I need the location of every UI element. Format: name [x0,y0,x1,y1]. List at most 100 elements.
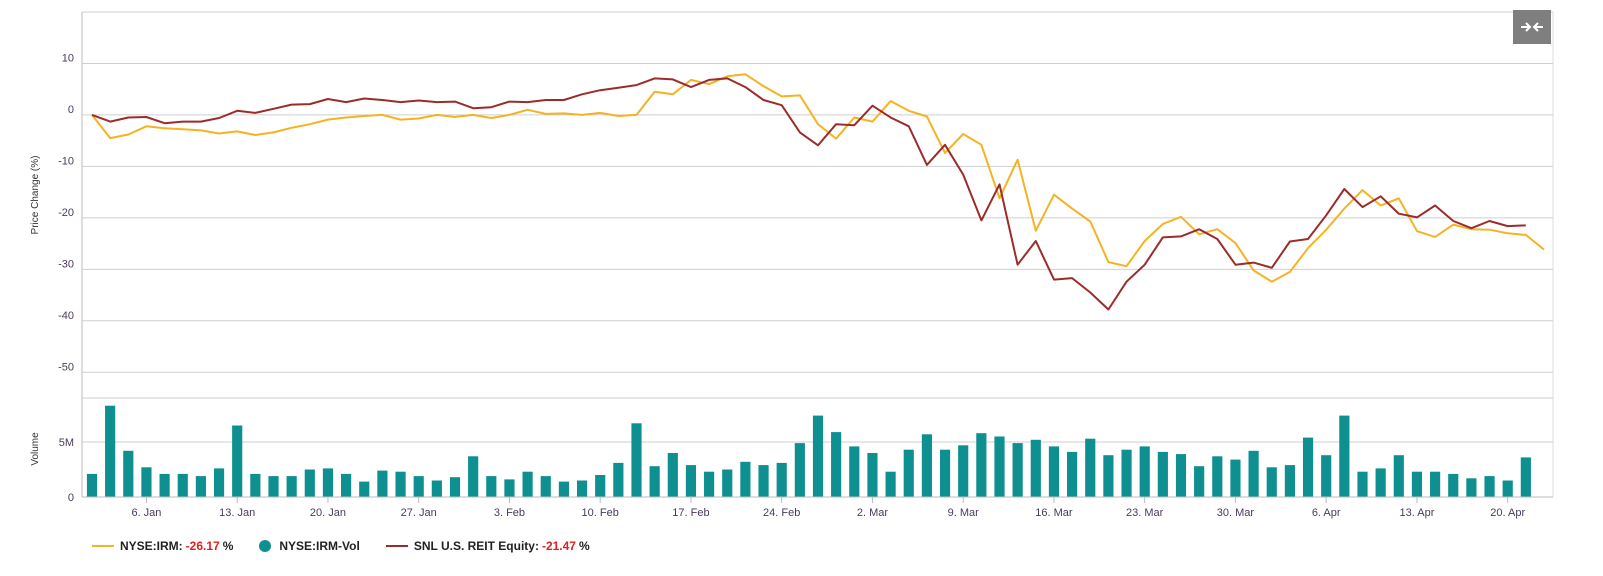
volume-bar [413,476,424,497]
x-tick-label: 6. Apr [1312,507,1341,519]
volume-bar [613,462,624,497]
volume-bar [994,436,1005,497]
legend-irm-swatch [92,545,114,547]
volume-bar [504,479,515,497]
volume-bar [939,449,951,497]
legend-irm-value: -26.17 [185,539,220,553]
volume-bar [141,467,152,497]
x-tick-label: 24. Feb [763,507,800,519]
volume-bars [86,405,1531,497]
volume-bar [1466,478,1477,497]
volume-bar [1302,437,1314,497]
volume-bar [1103,455,1114,497]
volume-bar [177,473,188,497]
volume-bar [304,469,315,497]
volume-bar [1284,465,1295,497]
x-tick-label: 30. Mar [1217,507,1255,519]
series-line-reit [91,77,1526,311]
volume-bar [740,461,751,497]
legend-reit-value: -21.47 [541,539,576,553]
volume-bar [431,480,442,497]
volume-bar [486,476,497,497]
volume-bar [849,446,860,497]
volume-bar [1121,449,1132,497]
x-tick-label: 27. Jan [401,507,437,519]
x-tick-label: 20. Apr [1490,507,1525,519]
volume-bar [1175,454,1187,497]
price-tick-label: -20 [58,207,74,219]
collapse-button[interactable] [1513,10,1551,44]
volume-bar [1357,471,1368,497]
volume-bar [1157,451,1168,497]
volume-bar [232,425,243,497]
volume-bar [105,405,116,497]
price-tick-label: 0 [68,104,74,116]
volume-bar [1212,456,1223,497]
volume-bar [1048,446,1060,497]
volume-bar [1266,467,1277,497]
volume-bar [758,465,769,497]
volume-bar [722,469,733,497]
legend-volume-label: NYSE:IRM-Vol [279,539,360,553]
x-tick-label: 2. Mar [857,507,889,519]
volume-bar [1339,415,1350,497]
volume-bar [1194,466,1205,497]
collapse-arrows-icon [1521,22,1543,32]
price-tick-label: 10 [62,52,74,64]
volume-bar [885,471,896,497]
volume-bar [1067,451,1078,497]
volume-bar [1030,439,1041,497]
x-tick-label: 6. Jan [131,507,161,519]
volume-bar [958,445,969,497]
axis-ticks: 10 0 -10 -20 -30 -40 -50 5M 0 6. Jan 13. Jan 20. Ja… [58,52,1553,519]
volume-bar [1321,455,1332,497]
volume-tick-label: 5M [59,437,74,449]
legend-reit-unit: % [578,539,590,553]
volume-bar [213,468,225,497]
legend-item-irm[interactable]: NYSE:IRM: -26.17 % [92,539,233,553]
x-tick-label: 10. Feb [582,507,619,519]
volume-bar [812,415,824,497]
volume-bar [704,471,715,497]
volume-bar [1448,473,1459,497]
price-tick-label: -10 [58,155,74,167]
volume-bar [1430,471,1441,497]
volume-bar [195,476,206,497]
volume-bar [1139,446,1150,497]
price-axis-title: Price Change (%) [30,156,41,235]
legend-item-reit[interactable]: SNL U.S. REIT Equity: -21.47 % [385,539,590,553]
volume-bar [667,453,678,497]
x-tick-label: 23. Mar [1126,507,1164,519]
volume-bar [395,471,406,497]
volume-bar [159,473,170,497]
volume-bar [595,475,606,497]
volume-bar [1248,450,1259,497]
x-tick-label: 16. Mar [1035,507,1073,519]
x-tick-label: 17. Feb [672,507,709,519]
volume-bar [359,481,370,497]
volume-bar [576,480,588,497]
volume-bar [377,470,388,497]
volume-bar [1502,480,1513,497]
price-tick-label: -30 [58,258,74,270]
volume-bar [1484,476,1495,497]
volume-bar [903,449,914,497]
volume-bar [250,473,261,497]
x-tick-label: 20. Jan [310,507,346,519]
volume-bar [1012,443,1023,497]
legend-irm-label: NYSE:IRM: [120,539,183,553]
volume-bar [976,433,987,497]
volume-bar [1520,457,1531,497]
volume-bar [867,453,878,497]
volume-bar [649,466,660,497]
volume-bar [631,423,642,497]
x-tick-label: 13. Jan [219,507,255,519]
volume-bar [1375,468,1386,497]
volume-bar [468,456,479,497]
legend-reit-label: SNL U.S. REIT Equity: [413,539,539,553]
legend-item-volume[interactable]: NYSE:IRM-Vol [259,539,360,553]
volume-bar [123,450,134,497]
series-line-irm [91,73,1545,283]
volume-bar [286,476,297,497]
